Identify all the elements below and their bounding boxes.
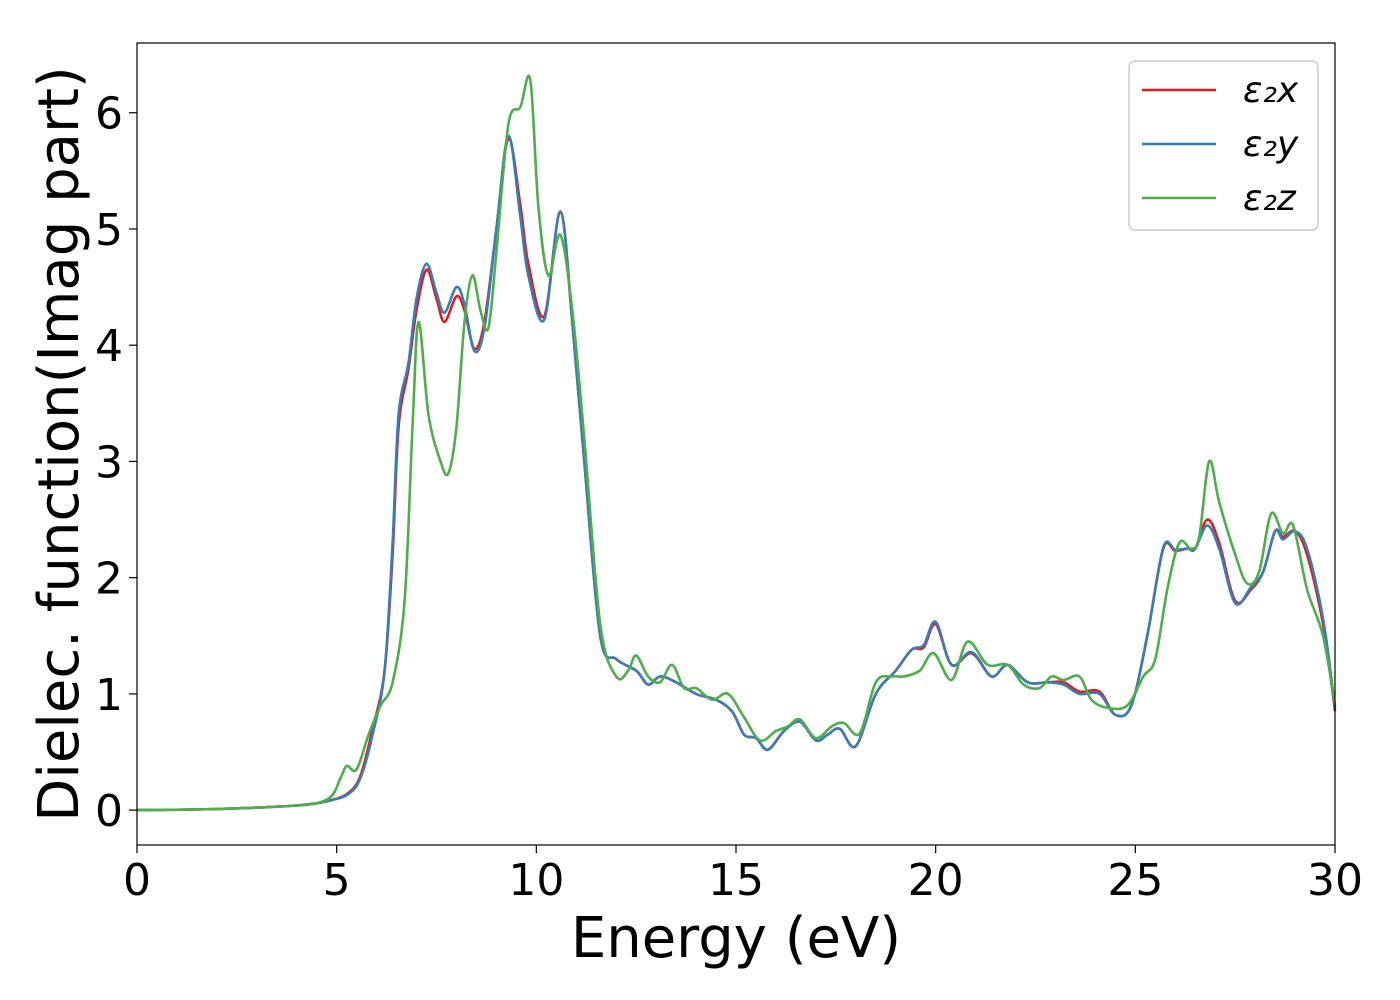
series-layer (136, 75, 1337, 812)
x-axis-label: Energy (eV) (571, 906, 901, 971)
y-axis-ticks: 0 1 2 3 4 5 6 (95, 89, 137, 837)
y-tick-label: 2 (95, 554, 123, 605)
legend-label-1: ε₂x (1243, 70, 1299, 111)
legend-label-3: ε₂z (1243, 178, 1297, 219)
legend: ε₂x ε₂y ε₂z (1128, 60, 1319, 231)
x-tick-label: 25 (1107, 855, 1163, 906)
x-tick-label: 30 (1307, 855, 1363, 906)
y-tick-label: 1 (95, 670, 123, 721)
y-axis-label: Dielec. function(Imag part) (27, 66, 92, 822)
x-tick-label: 15 (708, 855, 764, 906)
x-tick-label: 20 (908, 855, 964, 906)
y-tick-label: 5 (95, 205, 123, 256)
x-axis-ticks: 0 5 10 15 20 25 30 (123, 845, 1363, 906)
series-line-3 (136, 75, 1337, 812)
legend-box (1128, 60, 1319, 231)
x-tick-label: 0 (123, 855, 151, 906)
x-tick-label: 10 (508, 855, 564, 906)
y-tick-label: 0 (95, 786, 123, 837)
y-tick-label: 4 (95, 321, 123, 372)
y-tick-label: 6 (95, 89, 123, 140)
legend-label-2: ε₂y (1243, 124, 1299, 165)
y-tick-label: 3 (95, 437, 123, 488)
x-tick-label: 5 (323, 855, 351, 906)
